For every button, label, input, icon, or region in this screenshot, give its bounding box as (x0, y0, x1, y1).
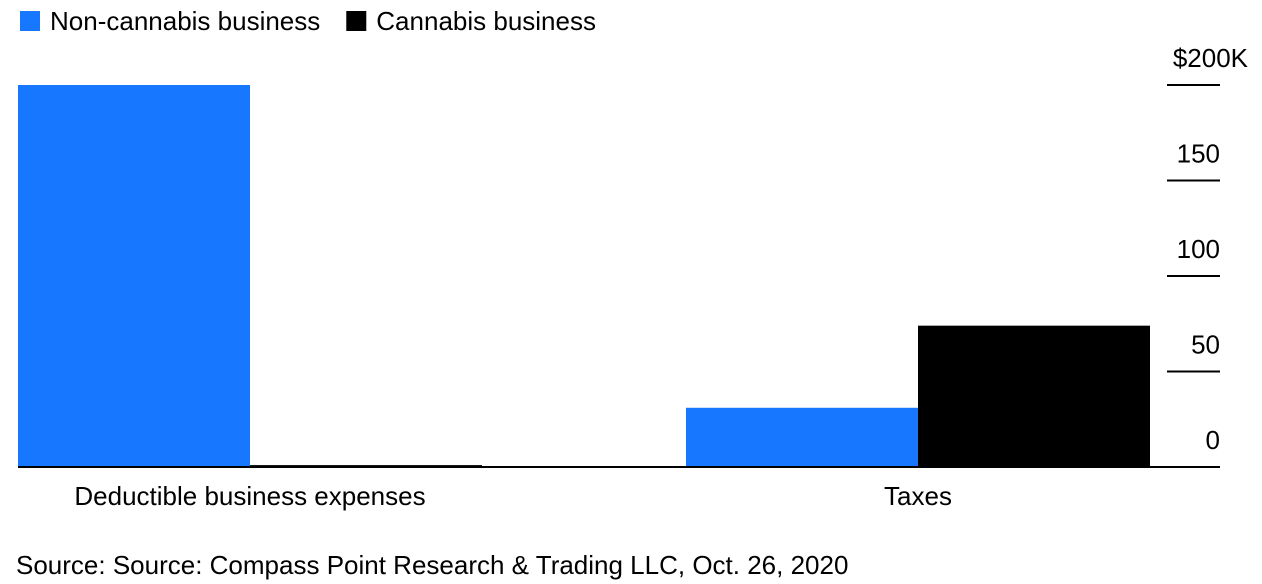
y-tick-label: $200K (1173, 43, 1249, 73)
x-tick-label: Taxes (884, 481, 952, 511)
bar (18, 85, 250, 467)
y-tick-label: 50 (1191, 330, 1220, 360)
y-tick-label: 0 (1206, 425, 1220, 455)
y-tick-label: 100 (1177, 234, 1220, 264)
legend-label: Non-cannabis business (50, 6, 320, 36)
bar (918, 325, 1150, 467)
bar (686, 407, 918, 467)
legend-swatch (346, 11, 367, 31)
x-tick-label: Deductible business expenses (74, 481, 425, 511)
y-tick-label: 150 (1177, 139, 1220, 169)
legend-swatch (20, 11, 40, 31)
source: Source: Source: Compass Point Research &… (16, 550, 848, 580)
legend-label: Cannabis business (376, 6, 596, 36)
